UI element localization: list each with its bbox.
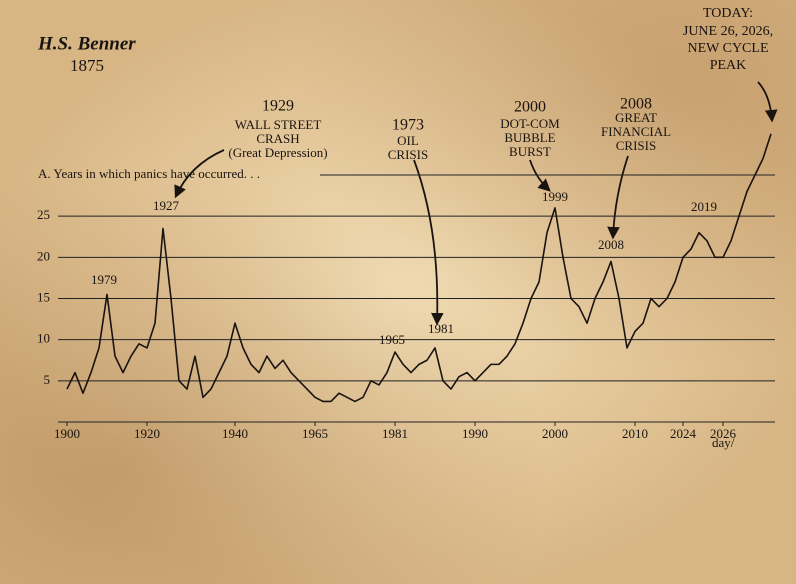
- x-tick-label: 2024: [670, 426, 697, 441]
- y-tick-label: 15: [37, 289, 50, 304]
- arrow: [529, 159, 551, 192]
- x-tick-label: 2000: [542, 426, 568, 441]
- x-tick-label: 1940: [222, 426, 248, 441]
- arrow: [174, 149, 225, 199]
- x-tick-label: 1981: [382, 426, 408, 441]
- annotation-line: OIL: [397, 133, 419, 148]
- annotation-line: DOT-COM: [500, 116, 560, 131]
- peak-label: 1965: [379, 332, 405, 347]
- x-tick-label: 2026: [710, 426, 737, 441]
- author-year: 1875: [70, 56, 104, 75]
- annotation-line: BUBBLE: [504, 130, 555, 145]
- peak-label: 1981: [428, 321, 454, 336]
- annotation-line: (Great Depression): [228, 145, 327, 160]
- annotation-line: PEAK: [710, 58, 747, 73]
- annotation-line: 2000: [514, 99, 546, 116]
- annotation-line: CRASH: [256, 131, 299, 146]
- x-tick-label: 1920: [134, 426, 160, 441]
- arrows: [174, 81, 778, 326]
- peak-label: 2008: [598, 237, 624, 252]
- y-tick-label: 5: [44, 372, 51, 387]
- peak-label: 1999: [542, 189, 568, 204]
- annotation-line: JUNE 26, 2026,: [683, 24, 773, 39]
- x-tick-label: 1965: [302, 426, 328, 441]
- annotation-line: NEW CYCLE: [687, 41, 768, 56]
- arrow: [607, 155, 629, 240]
- price-line: [66, 133, 772, 403]
- annotation-line: 2008: [620, 96, 652, 113]
- x-tick-label: 2010: [622, 426, 648, 441]
- annotation-line: CRISIS: [388, 147, 428, 162]
- annotation-line: GREAT: [615, 110, 657, 125]
- annotation-line: CRISIS: [616, 138, 656, 153]
- y-tick-label: 10: [37, 331, 50, 346]
- x-tick-label: 1900: [54, 426, 80, 441]
- annotation-line: BURST: [509, 144, 551, 159]
- arrow: [757, 81, 778, 123]
- y-tick-label: 20: [37, 248, 50, 263]
- annotation-line: 1929: [262, 98, 294, 115]
- y-tick-label: 25: [37, 207, 50, 222]
- axis-note: A. Years in which panics have occurred. …: [38, 166, 260, 181]
- annotation-line: TODAY:: [703, 6, 753, 21]
- x-unit: day/: [712, 435, 735, 450]
- arrow: [413, 159, 444, 326]
- peak-label: 1927: [153, 198, 180, 213]
- x-tick-label: 1990: [462, 426, 488, 441]
- annotation-line: 1973: [392, 117, 424, 134]
- annotation-line: WALL STREET: [235, 117, 322, 132]
- annotation-line: FINANCIAL: [601, 124, 671, 139]
- peak-label: 1979: [91, 272, 117, 287]
- peak-label: 2019: [691, 199, 717, 214]
- author-name: H.S. Benner: [37, 33, 136, 54]
